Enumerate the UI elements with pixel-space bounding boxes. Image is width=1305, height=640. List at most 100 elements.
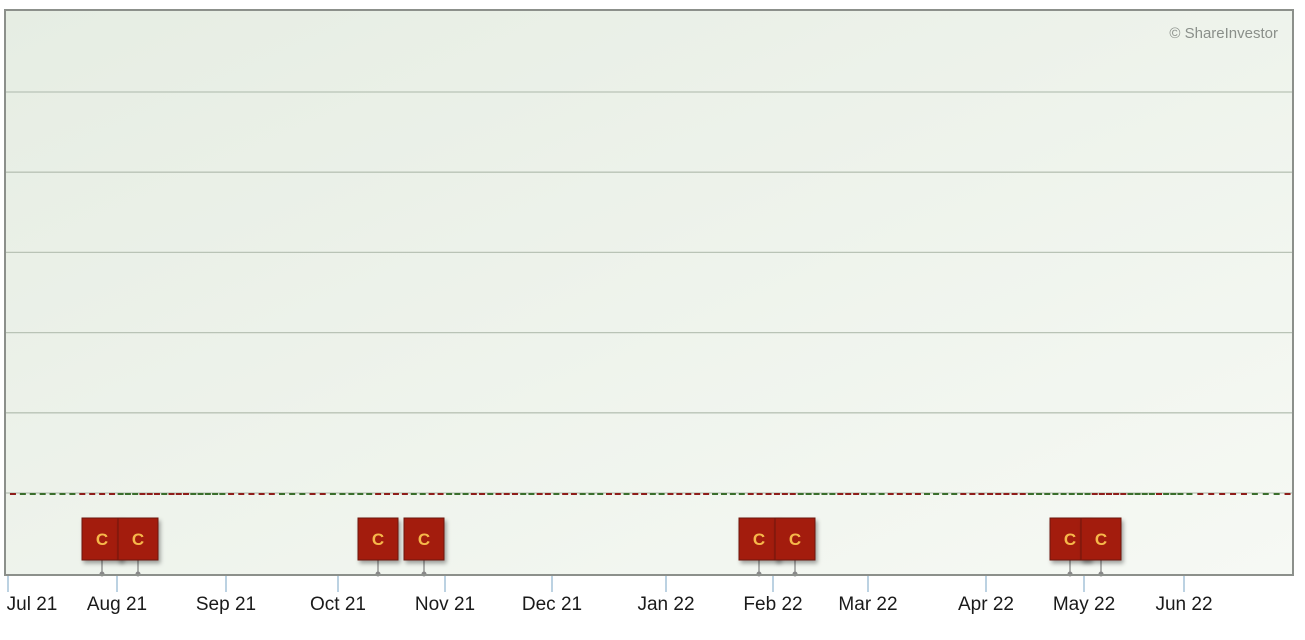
candle-body	[1186, 493, 1193, 495]
candle-body	[454, 493, 461, 495]
candle-body	[676, 493, 683, 495]
candle-body	[649, 493, 656, 495]
candle-body	[1240, 493, 1247, 495]
candle-body	[248, 493, 255, 495]
x-tick-label: Mar 22	[838, 594, 897, 615]
candle-body	[410, 493, 417, 495]
candle-body	[29, 493, 36, 495]
candle-body	[175, 493, 182, 495]
candle-body	[428, 493, 435, 495]
candle-body	[712, 493, 719, 495]
candle-body	[401, 493, 408, 495]
candle-body	[487, 493, 494, 495]
candle-body	[544, 493, 551, 495]
marker-label: C	[1095, 530, 1107, 549]
candle-body	[1127, 493, 1134, 495]
marker-label: C	[132, 530, 144, 549]
x-tick-label: Jan 22	[637, 594, 694, 615]
marker-box	[117, 517, 159, 561]
candle-body	[495, 493, 502, 495]
marker-label: C	[372, 530, 384, 549]
event-marker[interactable]: C	[1080, 517, 1122, 577]
event-marker[interactable]: C	[117, 517, 159, 577]
candle-body	[614, 493, 621, 495]
candle-body	[536, 493, 543, 495]
event-marker[interactable]: C	[738, 517, 780, 577]
candle-body	[658, 493, 665, 495]
candle-body	[738, 493, 745, 495]
candle-body	[212, 493, 219, 495]
candle-body	[528, 493, 535, 495]
candle-body	[124, 493, 131, 495]
candle-body	[238, 493, 245, 495]
candle-body	[1230, 493, 1237, 495]
candle-body	[49, 493, 56, 495]
candle-body	[183, 493, 190, 495]
candle-body	[995, 493, 1002, 495]
x-tick-label: Sep 21	[196, 594, 256, 615]
candle-body	[978, 493, 985, 495]
x-tick-label: Jun 22	[1155, 594, 1212, 615]
candle-body	[623, 493, 630, 495]
candle-body	[139, 493, 146, 495]
candle-body	[821, 493, 828, 495]
candle-body	[942, 493, 949, 495]
candle-body	[933, 493, 940, 495]
candle-body	[132, 493, 139, 495]
x-tick-label: Oct 21	[310, 594, 366, 615]
candle-body	[268, 493, 275, 495]
candle-body	[190, 493, 197, 495]
candle-body	[520, 493, 527, 495]
candle-body	[153, 493, 160, 495]
candle-body	[366, 493, 373, 495]
candle-body	[446, 493, 453, 495]
candle-body	[924, 493, 930, 495]
candle-body	[1219, 493, 1226, 495]
candle-body	[1076, 493, 1083, 495]
candle-body	[1068, 493, 1075, 495]
candle-body	[685, 493, 692, 495]
candle-body	[914, 493, 921, 495]
candle-body	[1177, 493, 1184, 495]
marker-label: C	[753, 530, 765, 549]
candle-body	[19, 493, 26, 495]
marker-box	[403, 517, 445, 561]
candle-body	[720, 493, 727, 495]
candle-body	[228, 493, 235, 495]
marker-box	[1080, 517, 1122, 561]
x-tick-label: Jul 21	[7, 594, 58, 615]
candle-body	[853, 493, 860, 495]
candle-body	[869, 493, 876, 495]
candle-body	[168, 493, 175, 495]
x-tick-label: Feb 22	[743, 594, 802, 615]
x-tick-label: Apr 22	[958, 594, 1014, 615]
event-marker[interactable]: C	[774, 517, 816, 577]
candle-body	[511, 493, 518, 495]
marker-box	[774, 517, 816, 561]
event-marker[interactable]: C	[357, 517, 399, 577]
marker-label: C	[1064, 530, 1076, 549]
candle-body	[1273, 493, 1280, 495]
candle-body	[1197, 493, 1204, 495]
event-marker[interactable]: C	[81, 517, 123, 577]
candle-body	[357, 493, 364, 495]
candle-body	[987, 493, 994, 495]
copyright-label: © ShareInvestor	[1169, 25, 1278, 42]
candle-body	[887, 493, 894, 495]
candle-body	[299, 493, 306, 495]
candle-body	[813, 493, 820, 495]
x-axis: Jul 21 Aug 21 Sep 21 Oct 21 Nov 21 Dec 21 Jan …	[7, 576, 1213, 615]
candle-body	[896, 493, 903, 495]
candle-body	[1060, 493, 1067, 495]
candle-body	[1262, 493, 1269, 495]
candle-body	[747, 493, 754, 495]
candle-body	[1019, 493, 1026, 495]
x-tick-label: Nov 21	[415, 594, 475, 615]
candle-body	[632, 493, 639, 495]
candle-body	[89, 493, 96, 495]
candle-body	[1284, 493, 1291, 495]
candle-body	[951, 493, 958, 495]
candle-body	[641, 493, 648, 495]
